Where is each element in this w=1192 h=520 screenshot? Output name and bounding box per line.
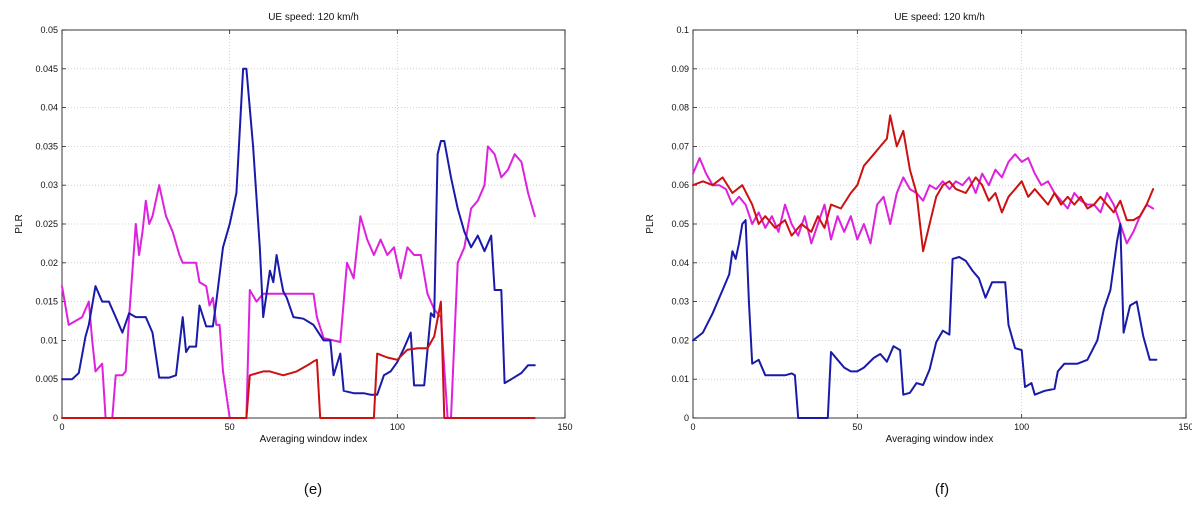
y-tick-label: 0 [53, 413, 58, 423]
series-line-2 [61, 300, 536, 419]
y-tick-label: 0.04 [40, 103, 58, 113]
y-tick-label: 0.045 [35, 64, 58, 74]
y-tick-label: 0.08 [671, 103, 689, 113]
series-line-1 [61, 67, 536, 396]
y-axis-label: PLR [645, 214, 656, 233]
y-tick-label: 0.01 [671, 374, 689, 384]
chart-title: UE speed: 120 km/h [268, 12, 359, 23]
y-tick-label: 0 [684, 413, 689, 423]
series-line-0 [692, 153, 1155, 245]
y-tick-label: 0.1 [676, 25, 689, 35]
y-tick-label: 0.02 [40, 258, 58, 268]
figure-caption: (f) [935, 481, 949, 498]
y-tick-label: 0.07 [671, 141, 689, 151]
y-tick-label: 0.005 [35, 374, 58, 384]
y-tick-label: 0.04 [671, 258, 689, 268]
y-tick-label: 0.02 [671, 335, 689, 345]
x-axis-label: Averaging window index [886, 434, 994, 445]
x-tick-label: 100 [390, 422, 405, 432]
x-tick-label: 0 [59, 422, 64, 432]
y-tick-label: 0.03 [40, 180, 58, 190]
y-tick-label: 0.01 [40, 335, 58, 345]
y-axis-label: PLR [14, 214, 25, 233]
series-line-2 [692, 219, 1158, 419]
series-line-0 [61, 145, 536, 419]
x-tick-label: 50 [852, 422, 862, 432]
x-tick-label: 150 [1178, 422, 1192, 432]
chart-e: 0 50 100 150 0 0.005 0.01 0.015 0.02 0.025 0.03 0.0… [14, 12, 573, 498]
chart-f: 0 50 100 150 0 0.01 0.02 0.03 0.04 0.05 0.06 0.07 0.… [645, 12, 1192, 498]
y-tick-label: 0.09 [671, 64, 689, 74]
y-tick-label: 0.05 [40, 25, 58, 35]
chart-title: UE speed: 120 km/h [894, 12, 985, 23]
x-axis-label: Averaging window index [260, 434, 368, 445]
figure-caption: (e) [304, 481, 322, 498]
y-tick-label: 0.03 [671, 297, 689, 307]
x-tick-label: 150 [557, 422, 572, 432]
y-tick-label: 0.06 [671, 180, 689, 190]
x-tick-label: 50 [225, 422, 235, 432]
y-tick-label: 0.025 [35, 219, 58, 229]
x-tick-label: 0 [690, 422, 695, 432]
y-tick-label: 0.05 [671, 219, 689, 229]
y-tick-label: 0.035 [35, 141, 58, 151]
y-tick-label: 0.015 [35, 297, 58, 307]
x-tick-label: 100 [1014, 422, 1029, 432]
series-line-1 [692, 114, 1155, 253]
